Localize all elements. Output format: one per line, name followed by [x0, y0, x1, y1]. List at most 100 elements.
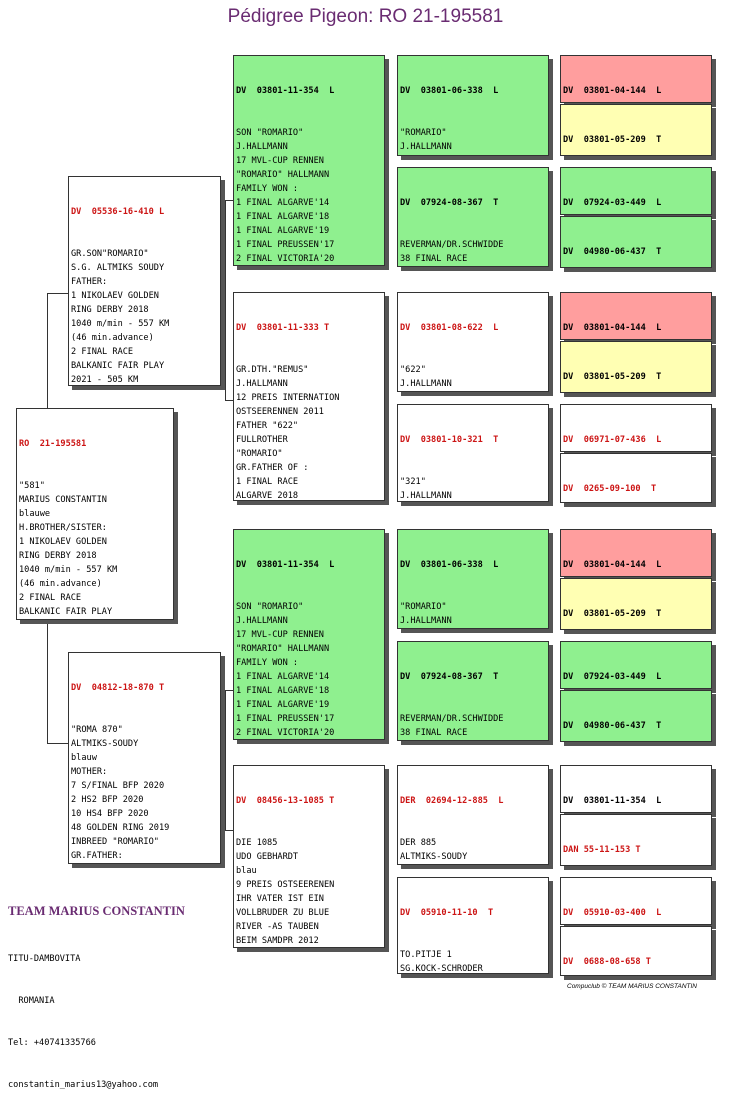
- connector-line: [225, 690, 226, 830]
- detail-line: IHR VATER IST EIN: [236, 894, 324, 904]
- detail-line: REVERMAN/DR.SCHWIDDE: [400, 240, 504, 250]
- gen5-card: DV 03801-11-354 L SON "ROMARIO"J.HALLMAN…: [560, 765, 712, 813]
- ring-number: DER 02694-12-885 L: [400, 796, 504, 806]
- detail-line: 2021 - 505 KM: [19, 619, 171, 620]
- detail-line: 2 FINAL RACE: [71, 347, 134, 357]
- ring-number: DV 07924-08-367 T: [400, 198, 499, 208]
- ring-number: DV 03801-05-209 T: [563, 609, 662, 619]
- team-location: TITU-DAMBOVITA: [8, 954, 81, 964]
- detail-line: 1 FINAL ALGARVE '18: [71, 863, 218, 864]
- ring-number: DV 03801-10-321 T: [400, 435, 499, 445]
- ring-number: DV 05910-11-10 T: [400, 908, 494, 918]
- connector-line: [47, 620, 48, 743]
- card-details: "321"J.HALLMANN "330" & "BLUE STAR"GUNTE…: [400, 475, 546, 501]
- ring-number: DV 03801-11-354 L: [563, 796, 662, 806]
- detail-line: 7 S/FINAL BFP 2020: [71, 781, 165, 791]
- detail-line: MOTHER:: [71, 767, 108, 777]
- detail-line: MARIUS CONSTANTIN: [19, 495, 107, 505]
- gen5-card: DV 03801-05-209 T J.HALLMANN: [560, 341, 712, 393]
- detail-line: BALKANIC FAIR PLAY: [19, 607, 113, 617]
- detail-line: ALTMIKS-SOUDY: [71, 739, 139, 749]
- connector-line: [225, 830, 233, 831]
- gen5-card: DV 0688-08-658 T TO.SUPER AS 929HORST WE…: [560, 926, 712, 976]
- ring-number: DV 04980-06-437 T: [563, 247, 662, 257]
- team-phone: Tel: +40741335766: [8, 1038, 96, 1048]
- ring-number: DV 03801-11-354 L: [236, 560, 335, 570]
- gen5-card: DV 05910-03-400 L PITJE 1SG.KOCK-SCHRODE…: [560, 877, 712, 925]
- card-details: GR.SON"ROMARIO" S.G. ALTMIKS SOUDY FATHER:…: [71, 247, 218, 385]
- detail-line: FULL BROTH."ROMARIO": [400, 391, 546, 392]
- mother-card: DV 04812-18-870 T "ROMA 870" ALTMIKS-SOUD…: [68, 652, 221, 864]
- detail-line: SUPER BREEDER !!!: [400, 154, 546, 155]
- detail-line: 17 MVL-CUP RENNEN: [236, 630, 324, 640]
- gen5-card: DV 04980-06-437 T MUTTER STAMMWEIBCHEN: [560, 690, 712, 742]
- detail-line: ALTMIKS-SOUDY: [400, 852, 468, 862]
- detail-line: 1 FINAL ALGARVE'18: [236, 686, 330, 696]
- paternal-grandmother-card: DV 03801-11-333 T GR.DTH."REMUS" J.HALLMA…: [233, 292, 385, 501]
- card-details: SON "ROMARIO" J.HALLMANN 17 MVL-CUP RENNEN…: [236, 126, 382, 265]
- detail-line: 17 MVL-CUP RENNEN: [236, 156, 324, 166]
- connector-line: [225, 400, 233, 401]
- detail-line: blauwe: [19, 509, 51, 519]
- detail-line: (46 min.advance): [71, 333, 154, 343]
- detail-line: 48 GOLDEN RING 2019: [71, 823, 170, 833]
- detail-line: J.HALLMANN: [236, 379, 288, 389]
- detail-line: SUPER BREEDER !!!: [400, 628, 546, 629]
- detail-line: "ROMARIO": [400, 602, 447, 612]
- detail-line: "ROMARIO" HALLMANN: [236, 644, 330, 654]
- detail-line: 1 FINAL ALGARVE'19: [236, 226, 330, 236]
- ring-number: DV 03801-11-354 L: [236, 86, 335, 96]
- detail-line: 2 HS2 BFP 2020: [71, 795, 144, 805]
- ring-number: DV 03801-04-144 L: [563, 86, 662, 96]
- detail-line: 2 FINAL RACE: [19, 593, 82, 603]
- detail-line: RING DERBY 2018: [19, 551, 97, 561]
- detail-line: J.HALLMANN: [236, 616, 288, 626]
- detail-line: blau: [400, 864, 546, 865]
- ring-number: DV 03801-06-338 L: [400, 86, 499, 96]
- detail-line: "622": [400, 365, 426, 375]
- detail-line: J.HALLMANN: [400, 142, 452, 152]
- ring-number: DV 07924-03-449 L: [563, 672, 662, 682]
- ring-number: DV 04812-18-870 T: [71, 683, 165, 693]
- detail-line: OSTSEERENNEN 2011: [236, 407, 324, 417]
- detail-line: S.G. ALTMIKS SOUDY: [71, 263, 165, 273]
- gen4-card: DV 03801-06-338 L "ROMARIO" J.HALLMANN SUP…: [397, 55, 549, 156]
- detail-line: VOLLBRUDER ZU BLUE: [236, 908, 330, 918]
- connector-line: [225, 200, 226, 400]
- gen5-card: DAN 55-11-153 T CAROLINEJOHS.MARKUSSEN: [560, 814, 712, 866]
- detail-line: FATHER:: [71, 277, 108, 287]
- detail-line: 1 NIKOLAEV GOLDEN: [71, 291, 159, 301]
- detail-line: 1 FINAL RACE: [236, 477, 299, 487]
- detail-line: blau: [236, 866, 257, 876]
- detail-line: "ROMARIO": [236, 449, 283, 459]
- footer-credit: Compuclub © TEAM MARIUS CONSTANTIN: [567, 983, 697, 990]
- detail-line: NORTH SEE 2008: [400, 740, 546, 741]
- team-email[interactable]: constantin_marius13@yahoo.com: [8, 1080, 159, 1090]
- ring-number: DV 07924-03-449 L: [563, 198, 662, 208]
- ring-number: DV 0265-09-100 T: [563, 484, 657, 494]
- detail-line: GR.FATHER OF :: [236, 463, 309, 473]
- connector-line: [47, 743, 70, 744]
- ring-number: DAN 55-11-153 T: [563, 845, 641, 855]
- ring-number: RO 21-195581: [19, 439, 87, 449]
- card-details: REVERMAN/DR.SCHWIDDE 38 FINAL RACE NORTH S…: [400, 712, 546, 741]
- gen5-card: DV 03801-05-209 T J.HALLMANN: [560, 104, 712, 156]
- ring-number: DV 07924-08-367 T: [400, 672, 499, 682]
- ring-number: DV 03801-08-622 L: [400, 323, 499, 333]
- detail-line: 1 FINAL PREUSSEN'17: [236, 240, 335, 250]
- gen4-card: DV 03801-08-622 L "622" J.HALLMANN FULL BR…: [397, 292, 549, 392]
- card-details: REVERMAN/DR.SCHWIDDE 38 FINAL RACE NORTH S…: [400, 238, 546, 266]
- detail-line: SG.KOCK-SCHRODER: [400, 964, 483, 974]
- detail-line: 2 FINAL VICTORIA'20: [236, 728, 335, 738]
- gen4-card: DV 07924-08-367 T REVERMAN/DR.SCHWIDDE 38…: [397, 167, 549, 267]
- gen4-card: DER 02694-12-885 L DER 885 ALTMIKS-SOUDY b…: [397, 765, 549, 865]
- card-details: "ROMA 870" ALTMIKS-SOUDY blauw MOTHER: 7 S/F…: [71, 723, 218, 864]
- detail-line: BEIM SAMDPR 2012: [236, 936, 319, 946]
- ring-number: DV 03801-05-209 T: [563, 135, 662, 145]
- detail-line: J.HALLMANN: [400, 491, 452, 501]
- gen4-card: DV 03801-06-338 L "ROMARIO" J.HALLMANN SUP…: [397, 529, 549, 629]
- detail-line: FAMILY WON :: [236, 184, 299, 194]
- detail-line: 1 NIKOLAEV GOLDEN: [19, 537, 107, 547]
- detail-line: 9 PREIS OSTSEERENEN: [236, 880, 335, 890]
- detail-line: 1 FINAL ALGARVE'14: [236, 198, 330, 208]
